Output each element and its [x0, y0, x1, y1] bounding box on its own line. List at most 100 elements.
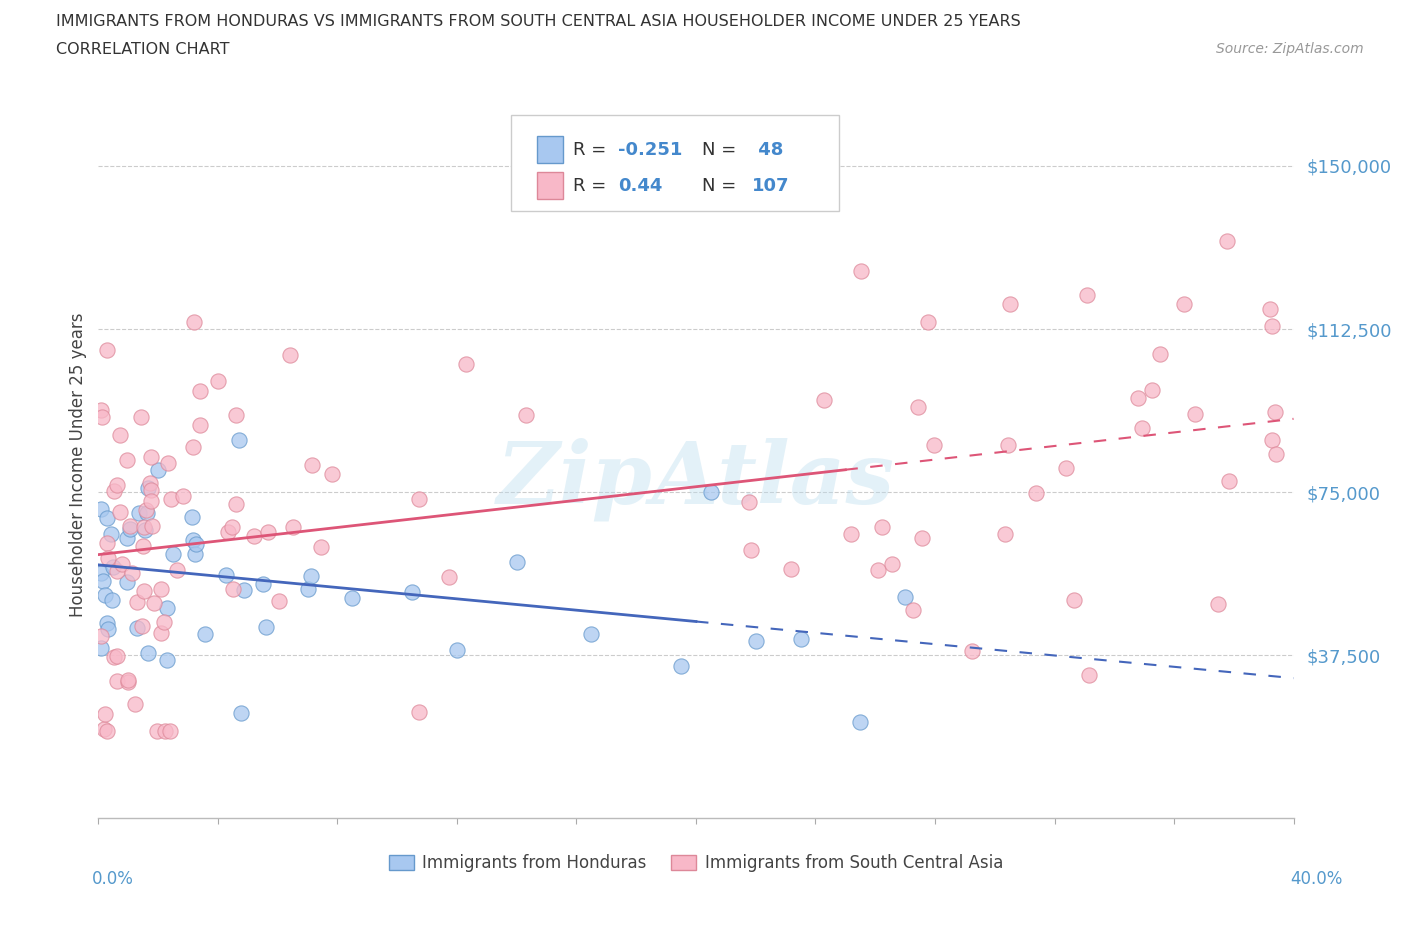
Point: [181, 439, 204, 454]
Point: [184, 547, 207, 562]
Point: [134, 502, 156, 517]
Point: [128, 505, 150, 520]
Point: [911, 531, 934, 546]
Point: [160, 491, 183, 506]
Point: [132, 520, 155, 535]
Point: [994, 526, 1017, 541]
Point: [1173, 297, 1195, 312]
Point: [901, 603, 924, 618]
Point: [136, 505, 159, 520]
Point: [117, 673, 139, 688]
Bar: [537, 137, 564, 163]
Text: IMMIGRANTS FROM HONDURAS VS IMMIGRANTS FROM SOUTH CENTRAL ASIA HOUSEHOLDER INCOM: IMMIGRANTS FROM HONDURAS VS IMMIGRANTS F…: [56, 14, 1021, 29]
Point: [180, 509, 202, 524]
Point: [91, 574, 114, 589]
Point: [408, 491, 430, 506]
Point: [1149, 346, 1171, 361]
Point: [998, 297, 1021, 312]
Point: [225, 496, 247, 511]
Text: 48: 48: [752, 141, 783, 159]
Point: [745, 633, 768, 648]
Point: [105, 648, 128, 663]
FancyBboxPatch shape: [510, 115, 839, 210]
Point: [155, 724, 177, 738]
Point: [780, 562, 803, 577]
Point: [97, 621, 120, 636]
Point: [225, 407, 247, 422]
Point: [1140, 382, 1163, 397]
Point: [93, 721, 115, 736]
Point: [1218, 473, 1240, 488]
Point: [100, 527, 122, 542]
Point: [1126, 391, 1149, 405]
Point: [90, 410, 112, 425]
Point: [181, 532, 204, 547]
Point: [515, 407, 537, 422]
Point: [118, 518, 141, 533]
Point: [894, 590, 917, 604]
Point: [581, 627, 603, 642]
Point: [117, 453, 139, 468]
Point: [1025, 485, 1047, 500]
Point: [146, 724, 169, 738]
Y-axis label: Householder Income Under 25 years: Householder Income Under 25 years: [69, 312, 87, 618]
Text: 40.0%: 40.0%: [1291, 870, 1343, 887]
Point: [110, 428, 132, 443]
Text: ZipAtlas: ZipAtlas: [496, 437, 896, 521]
Text: 0.44: 0.44: [619, 177, 662, 194]
Text: 0.0%: 0.0%: [91, 870, 134, 887]
Point: [1054, 460, 1077, 475]
Point: [96, 511, 118, 525]
Point: [162, 547, 184, 562]
Point: [242, 529, 264, 544]
Point: [408, 705, 430, 720]
Point: [139, 449, 162, 464]
Point: [166, 563, 188, 578]
Point: [301, 458, 323, 472]
Point: [849, 264, 872, 279]
Point: [506, 554, 529, 569]
Point: [131, 618, 153, 633]
Point: [188, 383, 211, 398]
Point: [103, 650, 125, 665]
Point: [94, 706, 117, 721]
Point: [267, 593, 290, 608]
Point: [257, 525, 280, 540]
Point: [740, 543, 762, 558]
Point: [142, 595, 165, 610]
Point: [321, 466, 343, 481]
Point: [401, 585, 423, 600]
Point: [156, 652, 179, 667]
Text: -0.251: -0.251: [619, 141, 683, 159]
Point: [207, 373, 229, 388]
Point: [90, 402, 112, 417]
Point: [141, 493, 163, 508]
Point: [111, 556, 134, 571]
Text: Source: ZipAtlas.com: Source: ZipAtlas.com: [1216, 42, 1364, 56]
Point: [297, 581, 319, 596]
Point: [125, 621, 148, 636]
Point: [849, 714, 872, 729]
Point: [90, 501, 112, 516]
Point: [153, 615, 176, 630]
Point: [1264, 446, 1286, 461]
Point: [115, 530, 138, 545]
Point: [156, 600, 179, 615]
Point: [186, 537, 208, 551]
Point: [1184, 406, 1206, 421]
Point: [215, 567, 238, 582]
Point: [907, 400, 929, 415]
Point: [1215, 234, 1237, 249]
Point: [1261, 318, 1284, 333]
Point: [1206, 596, 1229, 611]
Point: [105, 564, 128, 578]
Point: [96, 616, 118, 631]
Bar: [537, 172, 564, 198]
Point: [121, 565, 143, 580]
Point: [1130, 420, 1153, 435]
Point: [228, 432, 250, 447]
Point: [342, 591, 364, 605]
Point: [669, 658, 692, 673]
Point: [115, 575, 138, 590]
Point: [221, 520, 243, 535]
